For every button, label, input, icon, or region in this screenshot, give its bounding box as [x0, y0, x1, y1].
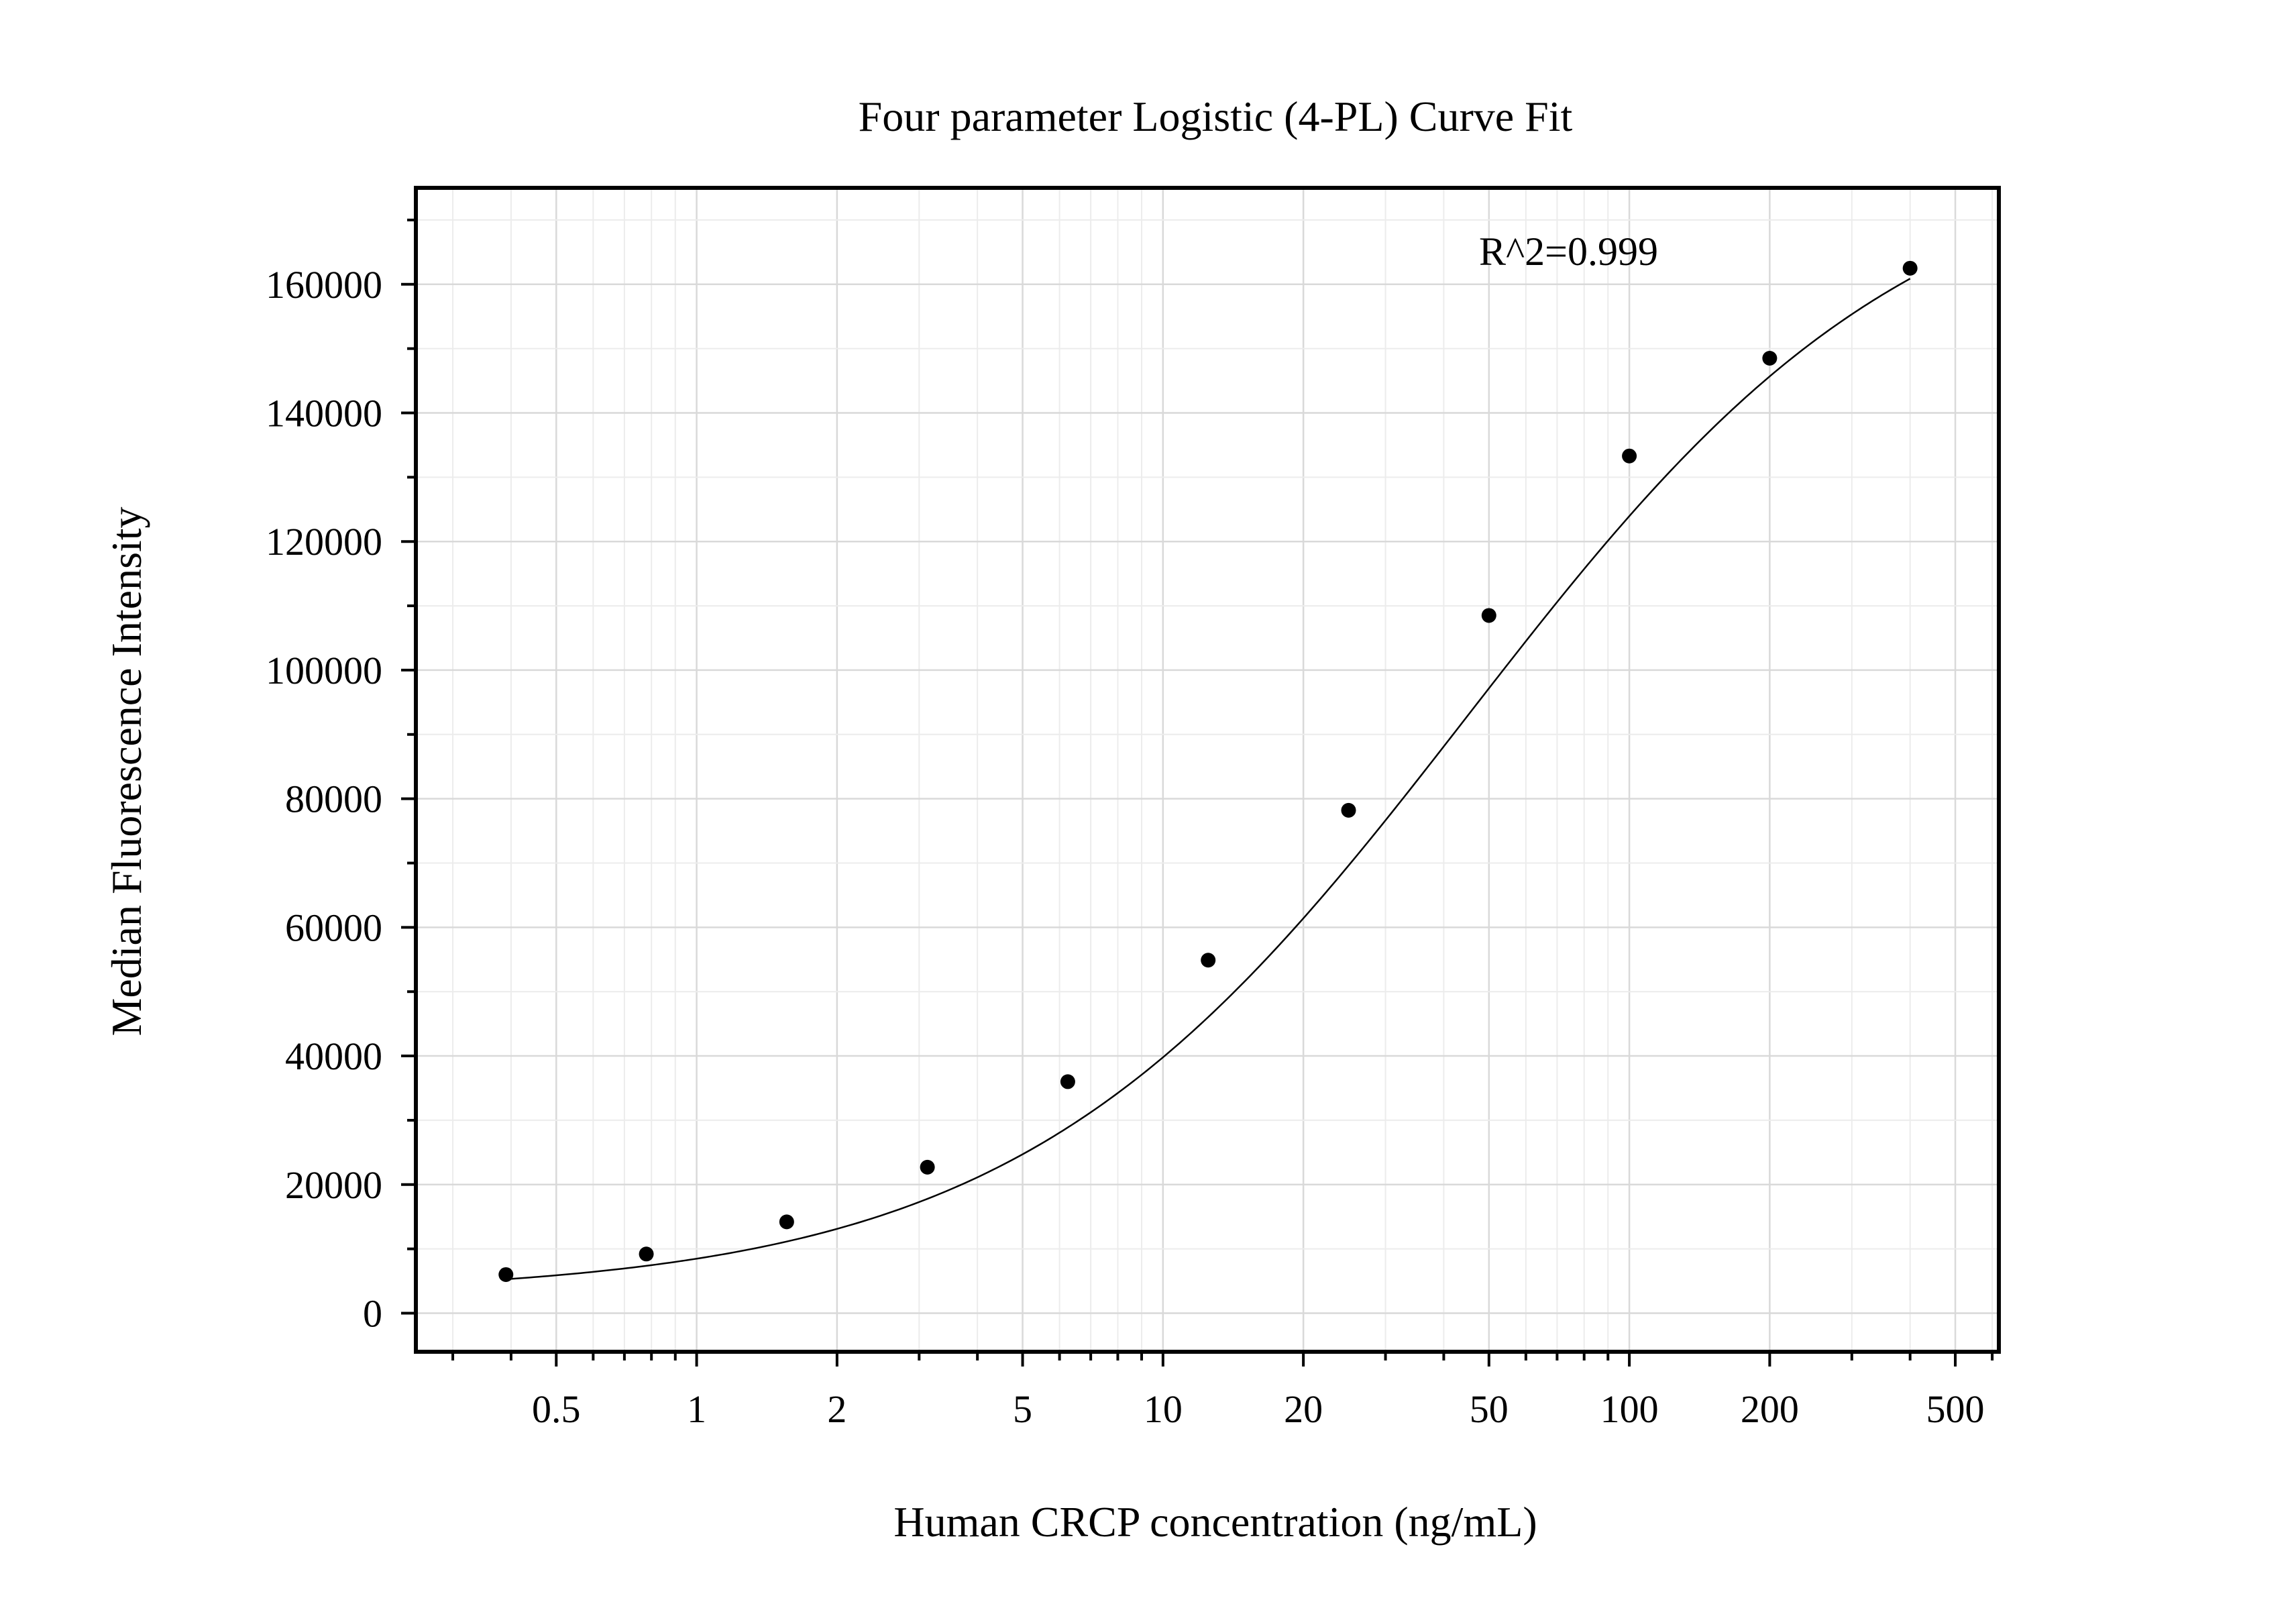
axis-ticks: [401, 218, 1994, 1367]
fit-curve: [506, 278, 1911, 1281]
data-point: [639, 1246, 654, 1262]
data-point: [1762, 351, 1778, 366]
y-tick-label: 60000: [285, 906, 382, 949]
data-point: [1201, 953, 1216, 968]
x-tick-label: 10: [1144, 1387, 1183, 1431]
y-tick-label: 120000: [266, 520, 382, 564]
r-squared-annotation: R^2=0.999: [1479, 229, 1658, 274]
data-point: [1060, 1074, 1075, 1089]
data-point: [920, 1159, 935, 1175]
x-tick-label: 100: [1600, 1387, 1659, 1431]
x-tick-label: 500: [1926, 1387, 1985, 1431]
y-tick-label: 140000: [266, 391, 382, 435]
x-tick-label: 200: [1741, 1387, 1799, 1431]
y-tick-label: 40000: [285, 1034, 382, 1078]
data-point: [1622, 448, 1637, 464]
x-tick-label: 50: [1470, 1387, 1509, 1431]
data-point: [1481, 608, 1496, 623]
y-tick-label: 80000: [285, 778, 382, 821]
y-tick-label: 100000: [266, 649, 382, 692]
x-tick-labels: 0.5 1 2 5 10 20 50 100 200 500: [532, 1387, 1985, 1431]
x-tick-label: 5: [1013, 1387, 1032, 1431]
y-tick-label: 20000: [285, 1163, 382, 1207]
y-tick-label: 160000: [266, 263, 382, 307]
data-points: [498, 260, 1918, 1282]
grid: [416, 188, 1999, 1352]
x-axis-label: Human CRCP concentration (ng/mL): [893, 1498, 1537, 1546]
data-point: [779, 1214, 794, 1230]
x-tick-label: 1: [687, 1387, 706, 1431]
data-point: [498, 1267, 514, 1282]
plot-frame: [414, 186, 2001, 1354]
chart-title: Four parameter Logistic (4-PL) Curve Fit: [859, 93, 1573, 140]
y-tick-label: 0: [363, 1291, 382, 1335]
data-point: [1902, 260, 1918, 276]
x-tick-label: 2: [827, 1387, 846, 1431]
x-tick-label: 20: [1284, 1387, 1323, 1431]
data-point: [1341, 802, 1356, 818]
y-tick-labels: 0 20000 40000 60000 80000 100000 120000 140000 1…: [266, 263, 382, 1336]
x-tick-label: 0.5: [532, 1387, 581, 1431]
y-axis-label: Median Fluorescence Intensity: [103, 506, 150, 1036]
